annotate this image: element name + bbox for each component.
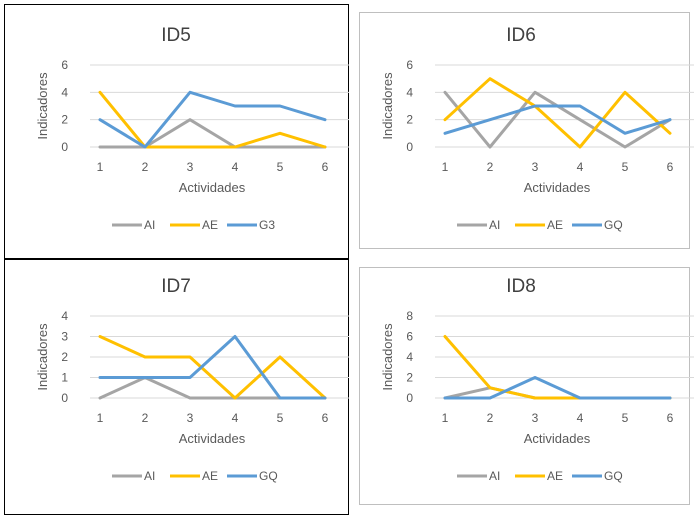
chart-title: ID5 <box>161 25 191 46</box>
legend-label: AE <box>547 218 563 232</box>
x-tick-label: 4 <box>577 160 584 174</box>
y-axis-label: Indicadores <box>380 323 395 391</box>
chart-panel-id5: ID5 0 2 4 6 1 2 3 4 5 6 Actividades Indicadores AI AE G… <box>4 4 349 259</box>
y-tick-label: 4 <box>61 309 68 323</box>
x-tick-label: 5 <box>622 411 629 425</box>
y-tick-label: 0 <box>406 391 413 405</box>
y-axis-label: Indicadores <box>35 323 50 391</box>
legend-label: GQ <box>604 218 623 232</box>
x-axis-label: Actividades <box>179 180 246 195</box>
y-tick-label: 4 <box>406 85 413 99</box>
chart-panel-id8: ID8 0 2 4 6 8 1 2 3 4 5 6 Actividades Indicadores AI AE… <box>349 259 694 515</box>
series-line-ae <box>98 335 327 400</box>
y-tick-label: 0 <box>61 140 68 154</box>
chart-title: ID8 <box>506 276 536 297</box>
x-tick-label: 6 <box>322 411 329 425</box>
legend-label: AI <box>489 469 500 483</box>
x-tick-label: 3 <box>532 160 539 174</box>
x-tick-label: 4 <box>577 411 584 425</box>
legend-label: AE <box>547 469 563 483</box>
series-line-ai <box>98 376 327 400</box>
legend-label: AI <box>144 218 155 232</box>
chart-svg: ID7 0 1 2 3 4 1 2 3 4 5 6 Actividades Indicadores AI AE… <box>35 276 349 483</box>
x-tick-label: 1 <box>97 160 104 174</box>
series-line-gq <box>443 104 672 135</box>
x-tick-label: 4 <box>232 411 239 425</box>
y-tick-label: 2 <box>406 113 413 127</box>
y-tick-label: 4 <box>406 350 413 364</box>
x-tick-label: 1 <box>442 160 449 174</box>
y-tick-label: 6 <box>406 58 413 72</box>
chart-title: ID7 <box>161 276 191 297</box>
x-tick-label: 3 <box>187 160 194 174</box>
series-line-ai <box>98 118 327 149</box>
series-line-ae <box>98 90 327 149</box>
legend-label: AI <box>144 469 155 483</box>
x-tick-label: 6 <box>667 411 674 425</box>
y-tick-label: 6 <box>406 330 413 344</box>
y-tick-label: 0 <box>61 391 68 405</box>
x-tick-label: 1 <box>442 411 449 425</box>
y-tick-label: 2 <box>406 371 413 385</box>
x-tick-label: 3 <box>187 411 194 425</box>
y-axis-label: Indicadores <box>35 72 50 140</box>
y-tick-label: 2 <box>61 113 68 127</box>
series-line-gq <box>98 335 327 400</box>
chart-svg: ID6 0 2 4 6 1 2 3 4 5 6 Actividades Indicadores AI AE G… <box>380 25 694 232</box>
chart-svg: ID8 0 2 4 6 8 1 2 3 4 5 6 Actividades Indicadores AI AE… <box>380 276 694 483</box>
x-tick-label: 4 <box>232 160 239 174</box>
y-tick-label: 0 <box>406 140 413 154</box>
x-tick-label: 2 <box>487 411 494 425</box>
legend-label: GQ <box>604 469 623 483</box>
legend-label: G3 <box>259 218 275 232</box>
chart-svg: ID5 0 2 4 6 1 2 3 4 5 6 Actividades Indicadores AI AE G… <box>35 25 349 232</box>
legend-label: AI <box>489 218 500 232</box>
x-axis-label: Actividades <box>179 431 246 446</box>
legend-label: AE <box>202 469 218 483</box>
series-line-ae <box>443 77 672 149</box>
x-axis-label: Actividades <box>524 431 591 446</box>
x-tick-label: 2 <box>487 160 494 174</box>
y-tick-label: 3 <box>61 330 68 344</box>
x-tick-label: 3 <box>532 411 539 425</box>
x-axis-label: Actividades <box>524 180 591 195</box>
y-axis-label: Indicadores <box>380 72 395 140</box>
chart-panel-id7: ID7 0 1 2 3 4 1 2 3 4 5 6 Actividades Indicadores AI AE… <box>4 259 349 515</box>
y-tick-label: 6 <box>61 58 68 72</box>
x-tick-label: 5 <box>622 160 629 174</box>
x-tick-label: 5 <box>277 160 284 174</box>
x-tick-label: 2 <box>142 160 149 174</box>
chart-title: ID6 <box>506 25 536 46</box>
legend-label: GQ <box>259 469 278 483</box>
legend-label: AE <box>202 218 218 232</box>
x-tick-label: 6 <box>667 160 674 174</box>
y-tick-label: 8 <box>406 309 413 323</box>
x-tick-label: 1 <box>97 411 104 425</box>
y-tick-label: 4 <box>61 85 68 99</box>
x-tick-label: 6 <box>322 160 329 174</box>
y-tick-label: 2 <box>61 350 68 364</box>
chart-panel-id6: ID6 0 2 4 6 1 2 3 4 5 6 Actividades Indicadores AI AE G… <box>349 4 694 259</box>
x-tick-label: 5 <box>277 411 284 425</box>
x-tick-label: 2 <box>142 411 149 425</box>
y-tick-label: 1 <box>61 371 68 385</box>
series-line-g3 <box>98 90 327 149</box>
series-line-gq <box>443 376 672 400</box>
